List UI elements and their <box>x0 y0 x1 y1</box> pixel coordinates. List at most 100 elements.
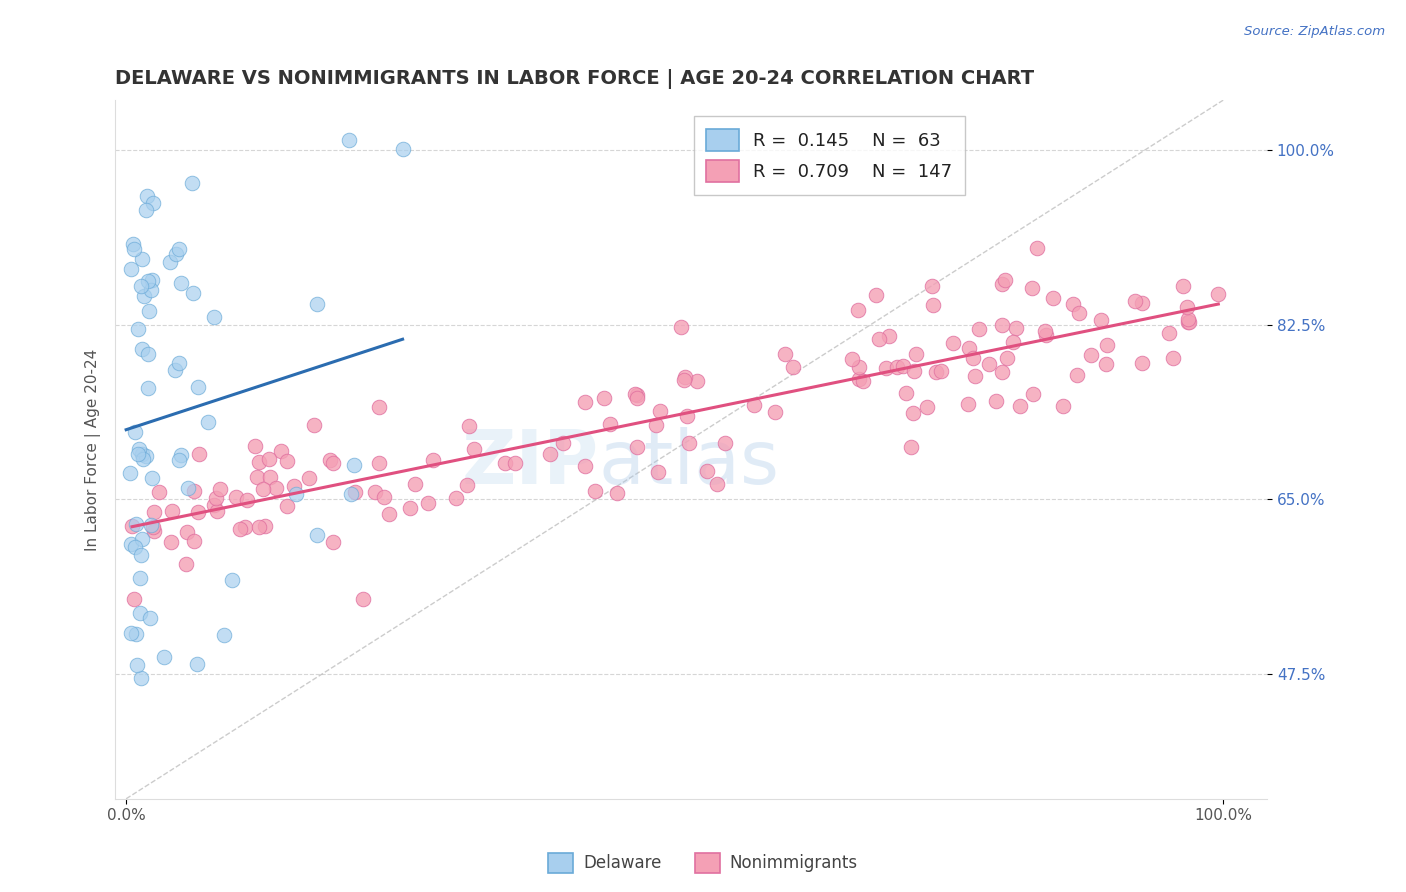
Point <box>243 439 266 453</box>
Point <box>368 401 391 415</box>
Point <box>143 524 166 539</box>
Point <box>180 176 202 190</box>
Point <box>463 442 485 457</box>
Point <box>142 505 165 519</box>
Point <box>1161 351 1184 365</box>
Point <box>322 456 344 470</box>
Point <box>714 435 737 450</box>
Point <box>225 490 247 504</box>
Point <box>626 387 648 401</box>
Point <box>307 296 329 310</box>
Point <box>135 450 157 464</box>
Point <box>957 341 980 355</box>
Point <box>276 453 298 467</box>
Point <box>995 351 1018 365</box>
Point <box>120 626 142 640</box>
Point <box>340 487 363 501</box>
Point <box>1095 357 1118 371</box>
Point <box>197 415 219 429</box>
Point <box>675 409 697 423</box>
Point <box>696 464 718 478</box>
Point <box>1080 348 1102 362</box>
Point <box>129 549 152 563</box>
Point <box>742 398 765 412</box>
Point <box>167 356 190 370</box>
Point <box>129 571 152 585</box>
Point <box>921 279 943 293</box>
Point <box>135 203 157 218</box>
Point <box>574 458 596 473</box>
Text: ZIP: ZIP <box>461 427 599 500</box>
Point <box>247 520 270 534</box>
Point <box>886 360 908 375</box>
Text: Source: ZipAtlas.com: Source: ZipAtlas.com <box>1244 25 1385 38</box>
Point <box>686 374 709 388</box>
Legend: Delaware, Nonimmigrants: Delaware, Nonimmigrants <box>541 847 865 880</box>
Point <box>852 374 875 388</box>
Point <box>505 456 527 470</box>
Point <box>124 242 146 256</box>
Point <box>1171 279 1194 293</box>
Point <box>929 363 952 377</box>
Point <box>1177 312 1199 326</box>
Point <box>645 418 668 433</box>
Point <box>228 522 250 536</box>
Point <box>648 404 671 418</box>
Point <box>131 342 153 356</box>
Point <box>247 455 270 469</box>
Point <box>1062 297 1084 311</box>
Point <box>187 505 209 519</box>
Point <box>169 242 191 256</box>
Point <box>141 518 163 533</box>
Point <box>962 351 984 365</box>
Point <box>170 276 193 290</box>
Point <box>1067 306 1090 320</box>
Point <box>706 477 728 491</box>
Point <box>1021 281 1043 295</box>
Point <box>205 504 228 518</box>
Point <box>121 237 143 252</box>
Point <box>494 456 516 470</box>
Point <box>626 391 648 405</box>
Point <box>183 483 205 498</box>
Point <box>202 498 225 512</box>
Point <box>921 298 943 312</box>
Point <box>1130 296 1153 310</box>
Point <box>942 335 965 350</box>
Point <box>1130 356 1153 370</box>
Point <box>136 381 159 395</box>
Point <box>270 444 292 458</box>
Point <box>132 289 155 303</box>
Point <box>124 540 146 554</box>
Point <box>391 142 413 156</box>
Point <box>136 274 159 288</box>
Point <box>782 359 804 374</box>
Point <box>183 534 205 549</box>
Y-axis label: In Labor Force | Age 20-24: In Labor Force | Age 20-24 <box>86 349 101 550</box>
Point <box>141 471 163 485</box>
Point <box>162 503 184 517</box>
Point <box>259 470 281 484</box>
Point <box>343 458 366 472</box>
Point <box>129 607 152 621</box>
Point <box>1123 293 1146 308</box>
Point <box>221 573 243 587</box>
Point <box>174 557 197 571</box>
Point <box>141 283 163 297</box>
Point <box>118 466 141 480</box>
Point <box>979 357 1001 371</box>
Point <box>135 189 157 203</box>
Point <box>1052 399 1074 413</box>
Point <box>187 447 209 461</box>
Point <box>903 364 925 378</box>
Point <box>127 322 149 336</box>
Point <box>1042 291 1064 305</box>
Point <box>124 425 146 439</box>
Point <box>593 391 616 405</box>
Text: DELAWARE VS NONIMMIGRANTS IN LABOR FORCE | AGE 20-24 CORRELATION CHART: DELAWARE VS NONIMMIGRANTS IN LABOR FORCE… <box>115 69 1035 88</box>
Point <box>131 252 153 266</box>
Point <box>399 500 422 515</box>
Text: atlas: atlas <box>599 427 780 500</box>
Point <box>994 273 1017 287</box>
Point <box>1033 324 1056 338</box>
